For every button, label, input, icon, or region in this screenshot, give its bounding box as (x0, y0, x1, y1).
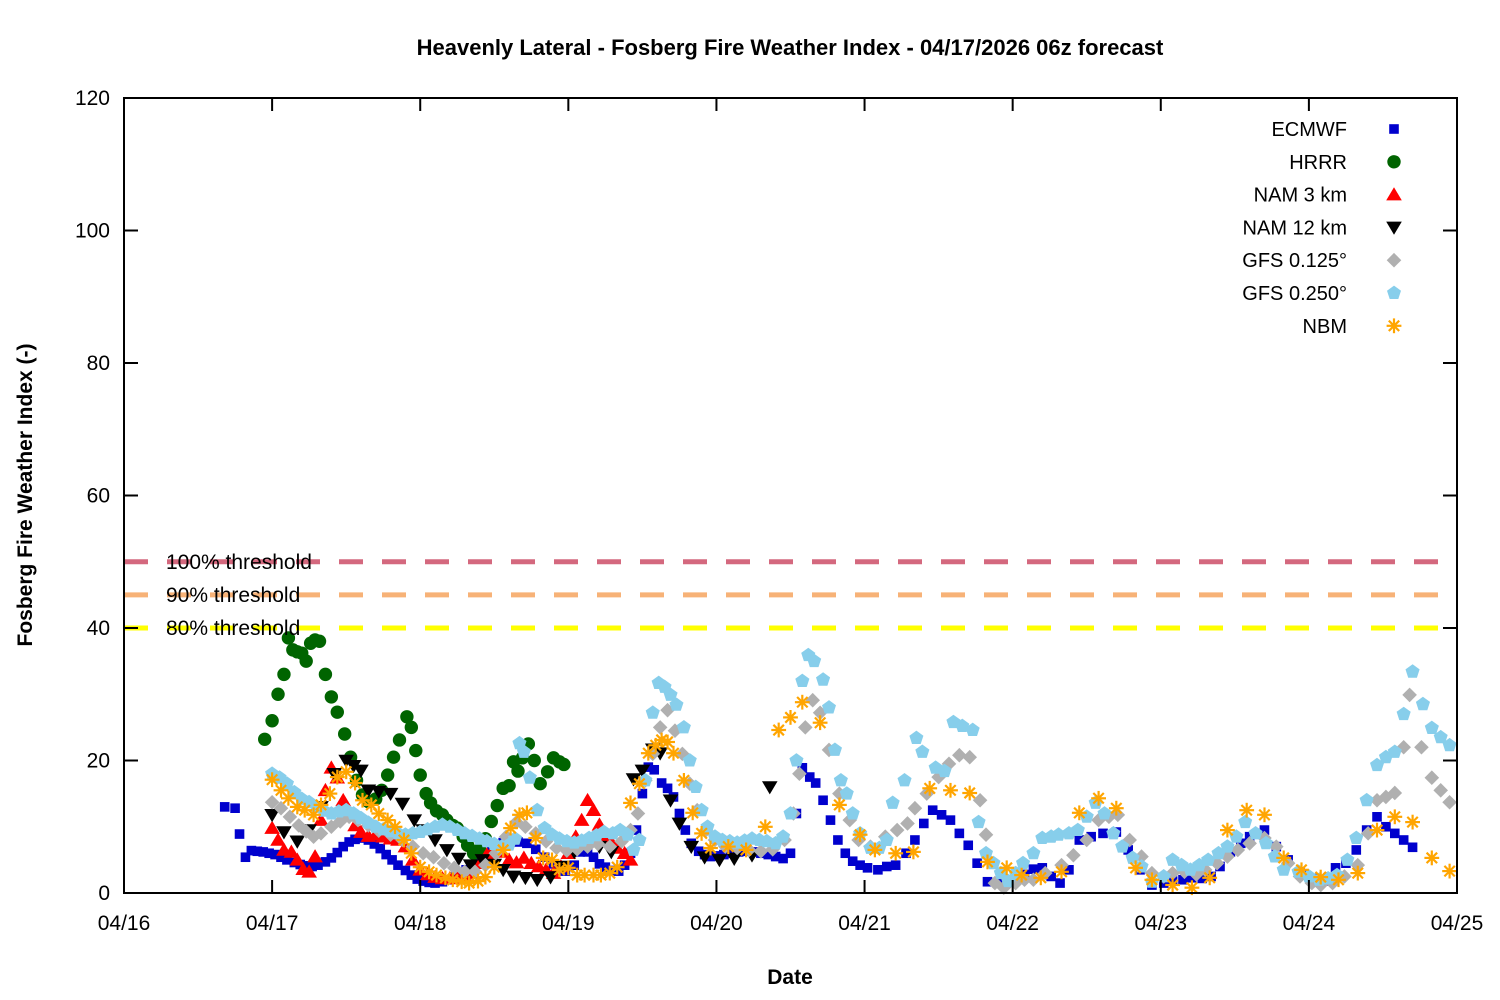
x-tick-label: 04/19 (542, 912, 595, 935)
y-tick-label: 0 (98, 882, 110, 905)
legend-label-ecmwf: ECMWF (1271, 119, 1347, 141)
legend-item-gfs-0125: GFS 0.125° (1242, 250, 1402, 272)
series-gfs-0250 (265, 647, 1457, 888)
y-axis-label: Fosberg Fire Weather Index (-) (14, 344, 37, 647)
legend-label-nam-12km: NAM 12 km (1243, 217, 1347, 239)
gfs-0250-marker-icon (1387, 285, 1401, 299)
x-tick-label: 04/24 (1283, 912, 1336, 935)
series-nbm (264, 694, 1457, 896)
legend-label-gfs-0250: GFS 0.250° (1242, 283, 1347, 305)
nbm-marker-icon (1386, 318, 1402, 334)
threshold-labels: 100% threshold 90% threshold 80% threshold (166, 551, 312, 640)
x-axis-label: Date (767, 966, 813, 989)
gfs-0125-marker-icon (1386, 252, 1402, 268)
legend-label-nam-3km: NAM 3 km (1254, 185, 1347, 207)
y-tick-label: 20 (87, 750, 110, 773)
legend-item-ecmwf: ECMWF (1271, 119, 1399, 141)
legend-label-nbm: NBM (1303, 316, 1347, 338)
data-series (219, 631, 1457, 896)
y-tick-label: 120 (75, 87, 110, 110)
x-tick-label: 04/25 (1431, 912, 1484, 935)
legend-item-hrrr: HRRR (1289, 152, 1401, 174)
legend-item-nbm: NBM (1303, 316, 1402, 338)
legend-item-nam-3km: NAM 3 km (1254, 185, 1402, 207)
nam-3km-marker-icon (1386, 187, 1402, 201)
y-tick-label: 100 (75, 220, 110, 243)
y-tick-label: 80 (87, 352, 110, 375)
threshold-label-100: 100% threshold (166, 551, 312, 574)
hrrr-marker-icon (1387, 155, 1401, 169)
legend-label-hrrr: HRRR (1289, 152, 1347, 174)
threshold-lines (124, 559, 1457, 631)
legend-label-gfs-0125: GFS 0.125° (1242, 250, 1347, 272)
x-tick-label: 04/18 (394, 912, 447, 935)
x-tick-label: 04/22 (986, 912, 1039, 935)
legend-item-nam-12km: NAM 12 km (1243, 217, 1402, 239)
nam-12km-marker-icon (1386, 221, 1402, 235)
ecmwf-marker-icon (1389, 124, 1399, 134)
x-tick-label: 04/23 (1134, 912, 1187, 935)
y-tick-label: 40 (87, 617, 110, 640)
legend-item-gfs-0250: GFS 0.250° (1242, 283, 1401, 305)
x-tick-label: 04/16 (98, 912, 151, 935)
threshold-label-80: 80% threshold (166, 617, 300, 640)
legend: ECMWF HRRR NAM 3 km NAM 12 km GFS 0.125° GFS … (1242, 119, 1402, 338)
y-tick-label: 60 (87, 485, 110, 508)
axes: 04/16 04/17 04/18 04/19 04/20 04/21 04/22 04/23… (75, 87, 1483, 935)
threshold-label-90: 90% threshold (166, 584, 300, 607)
x-tick-label: 04/21 (838, 912, 891, 935)
x-tick-label: 04/20 (690, 912, 743, 935)
x-tick-label: 04/17 (246, 912, 299, 935)
chart-title: Heavenly Lateral - Fosberg Fire Weather … (417, 35, 1164, 60)
